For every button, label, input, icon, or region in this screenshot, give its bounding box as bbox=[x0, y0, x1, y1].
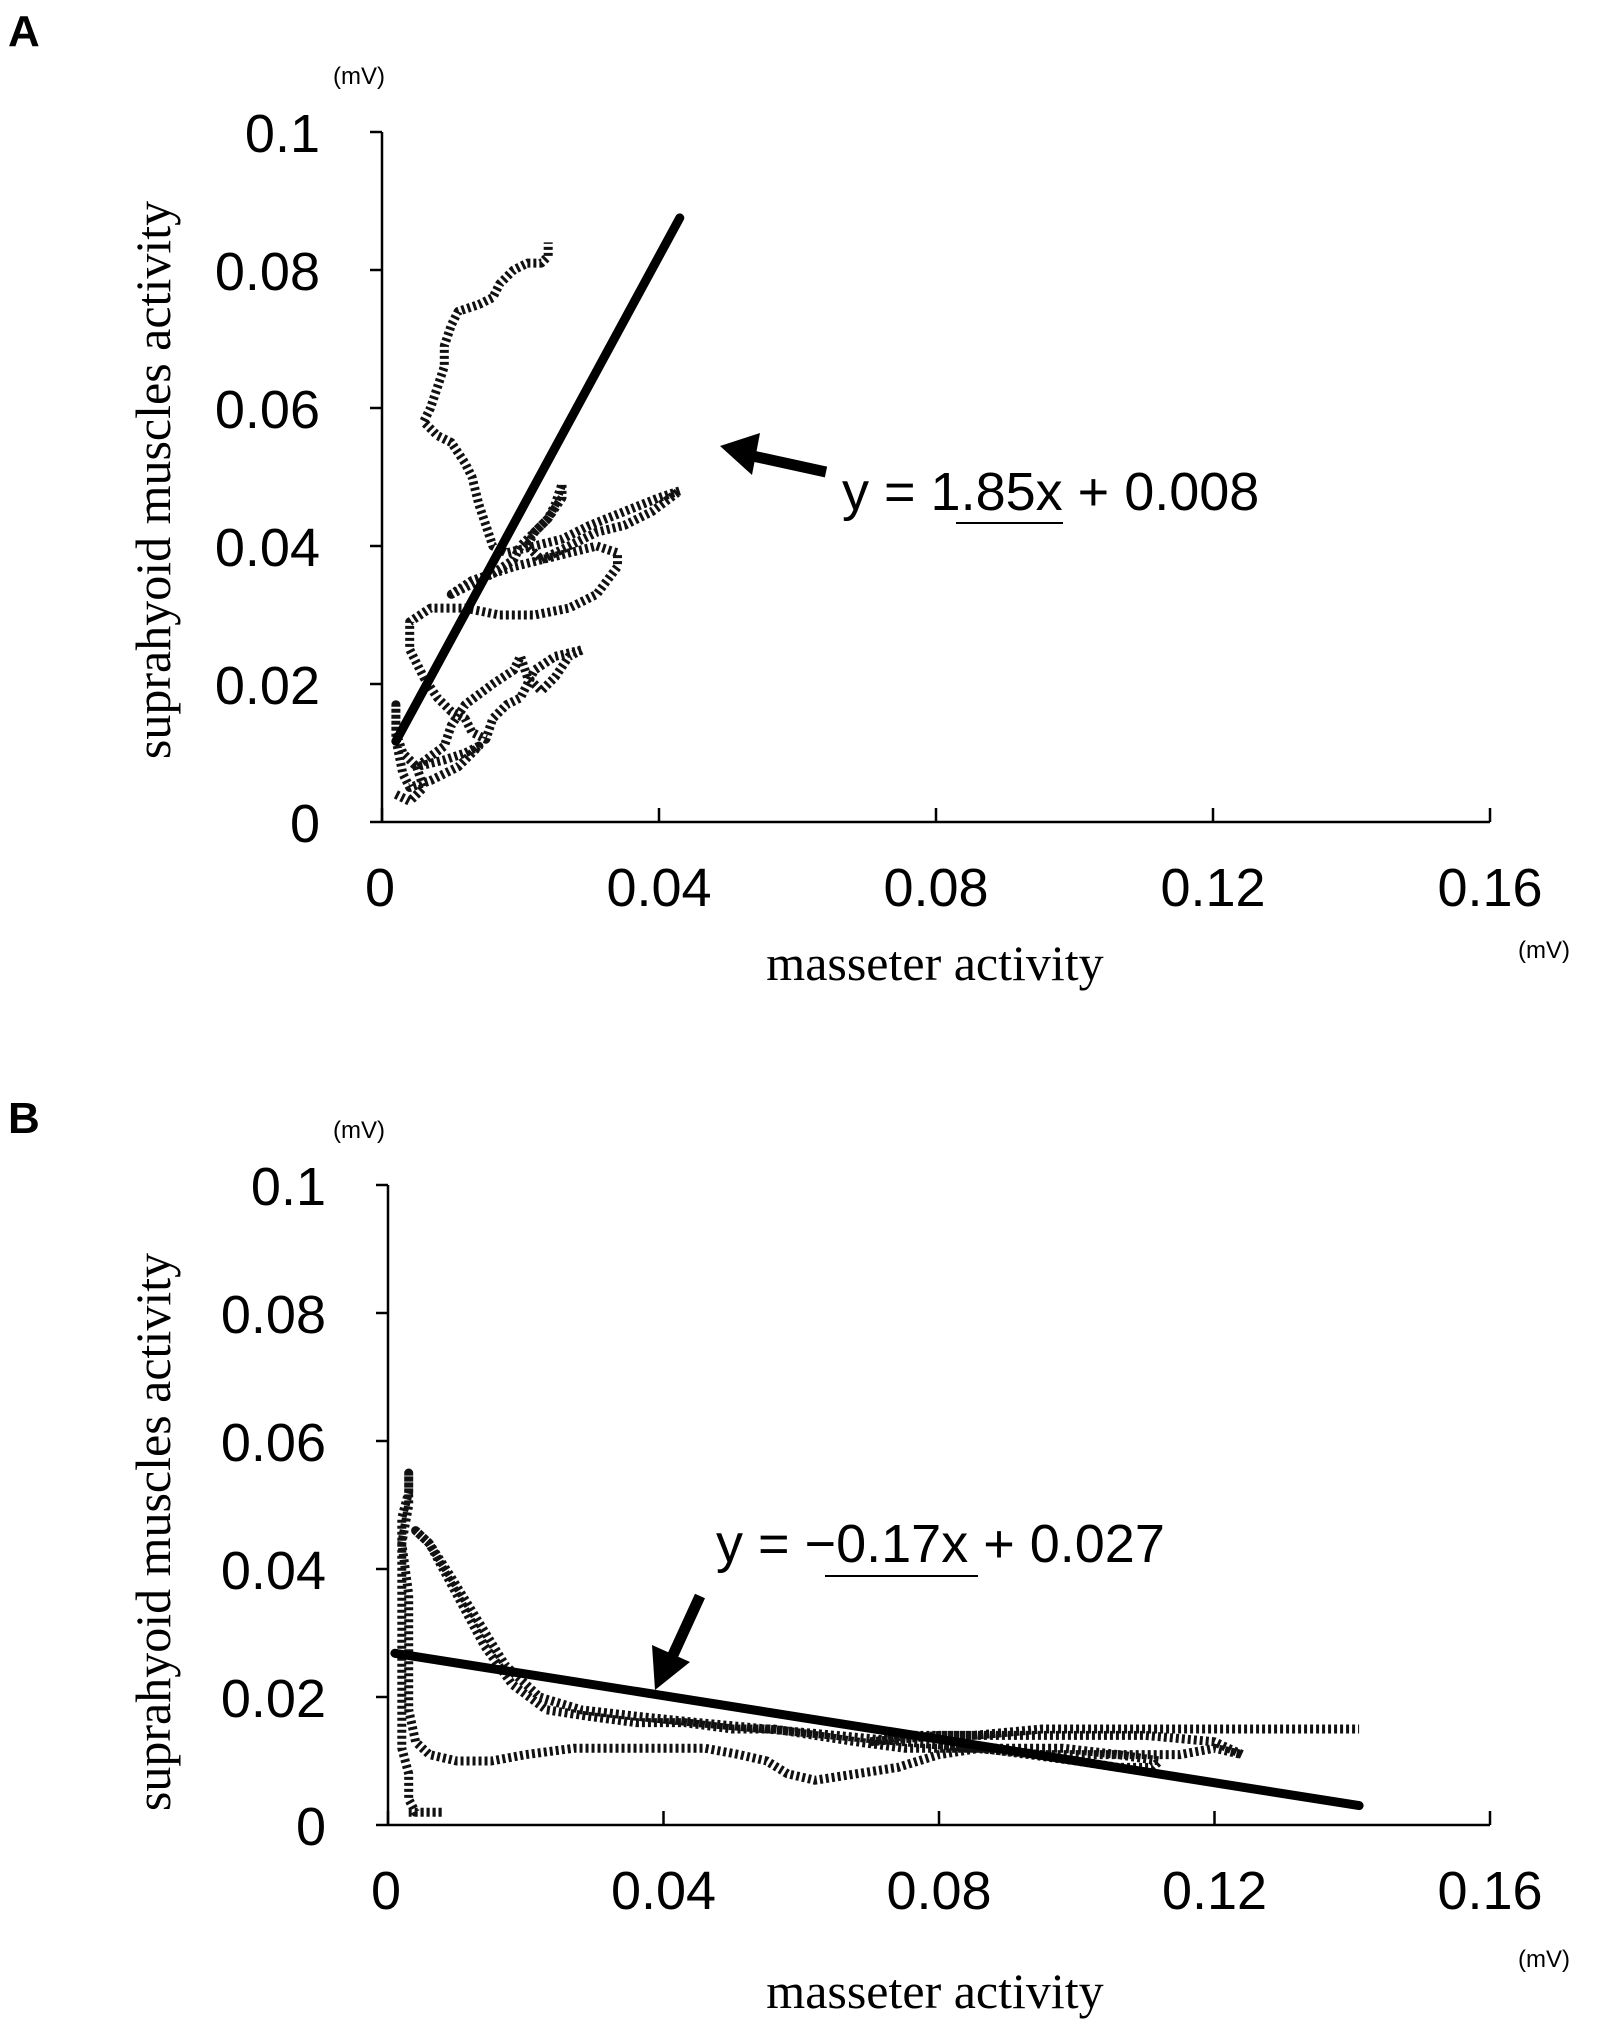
y-tick-label: 0.04 bbox=[215, 518, 320, 578]
x-tick-label: 0.16 bbox=[1437, 858, 1542, 918]
equation-prefix-a: y = bbox=[842, 462, 931, 522]
x-ticks-a: 0 0.04 0.08 0.12 0.16 bbox=[365, 808, 1543, 918]
equation-slope-b: −0.17 bbox=[805, 1514, 942, 1574]
x-tick-label: 0.12 bbox=[1162, 1861, 1267, 1921]
y-axis-title-b: suprahyoid muscles activity bbox=[125, 1253, 181, 1811]
y-ticks-a: 0 0.02 0.04 0.06 0.08 0.1 bbox=[215, 104, 382, 854]
equation-arrow-a bbox=[720, 433, 828, 478]
data-trajectory-a bbox=[391, 242, 685, 806]
panel-label-a: A bbox=[8, 7, 40, 56]
y-tick-label: 0.08 bbox=[215, 242, 320, 302]
x-tick-label: 0.12 bbox=[1160, 858, 1265, 918]
data-trajectory-b bbox=[397, 1468, 1360, 1817]
x-unit-b: (mV) bbox=[1518, 1946, 1570, 1973]
x-tick-label: 0.16 bbox=[1437, 1861, 1542, 1921]
regression-equation-a: y = 1.85x + 0.008 bbox=[842, 462, 1259, 522]
x-tick-label: 0.08 bbox=[886, 1861, 991, 1921]
equation-prefix-b: y = bbox=[716, 1514, 805, 1574]
regression-equation-b: y = −0.17x + 0.027 bbox=[716, 1514, 1165, 1574]
x-axis-title-a: masseter activity bbox=[766, 935, 1103, 991]
panel-a: A (mV) (mV) suprahyoid muscles activity … bbox=[8, 7, 1570, 991]
arrow-shaft-a bbox=[746, 449, 828, 478]
arrow-head-a bbox=[720, 433, 760, 475]
equation-arrow-b bbox=[652, 1593, 706, 1690]
y-tick-label: 0 bbox=[296, 1797, 326, 1857]
panel-b: B (mV) (mV) suprahyoid muscles activity … bbox=[8, 1094, 1570, 2019]
y-tick-label: 0.08 bbox=[221, 1285, 326, 1345]
x-tick-label: 0 bbox=[365, 858, 395, 918]
regression-line-b bbox=[390, 1648, 1364, 1811]
x-ticks-b: 0 0.04 0.08 0.12 0.16 bbox=[371, 1811, 1543, 1921]
y-tick-label: 0.02 bbox=[221, 1669, 326, 1729]
y-unit-a: (mV) bbox=[333, 63, 385, 90]
x-tick-label: 0.08 bbox=[883, 858, 988, 918]
x-tick-label: 0.04 bbox=[606, 858, 711, 918]
y-ticks-b: 0 0.02 0.04 0.06 0.08 0.1 bbox=[221, 1157, 388, 1857]
y-tick-label: 0.06 bbox=[215, 380, 320, 440]
x-tick-label: 0.04 bbox=[611, 1861, 716, 1921]
equation-suffix-b: x + 0.027 bbox=[941, 1514, 1165, 1574]
x-unit-a: (mV) bbox=[1518, 937, 1570, 964]
arrow-head-b bbox=[652, 1645, 690, 1690]
y-tick-label: 0 bbox=[290, 794, 320, 854]
y-tick-label: 0.1 bbox=[245, 104, 320, 164]
regression-line-a bbox=[391, 213, 685, 746]
x-tick-label: 0 bbox=[371, 1861, 401, 1921]
y-axis-title-a: suprahyoid muscles activity bbox=[125, 201, 181, 759]
y-tick-label: 0.1 bbox=[251, 1157, 326, 1217]
y-tick-label: 0.06 bbox=[221, 1413, 326, 1473]
y-tick-label: 0.04 bbox=[221, 1541, 326, 1601]
equation-suffix-a: x + 0.008 bbox=[1036, 462, 1260, 522]
y-tick-label: 0.02 bbox=[215, 656, 320, 716]
x-axis-title-b: masseter activity bbox=[766, 1963, 1103, 2019]
equation-slope-a: 1.85 bbox=[931, 462, 1036, 522]
arrow-shaft-b bbox=[667, 1593, 706, 1658]
panel-label-b: B bbox=[8, 1094, 40, 1143]
y-unit-b: (mV) bbox=[333, 1117, 385, 1144]
